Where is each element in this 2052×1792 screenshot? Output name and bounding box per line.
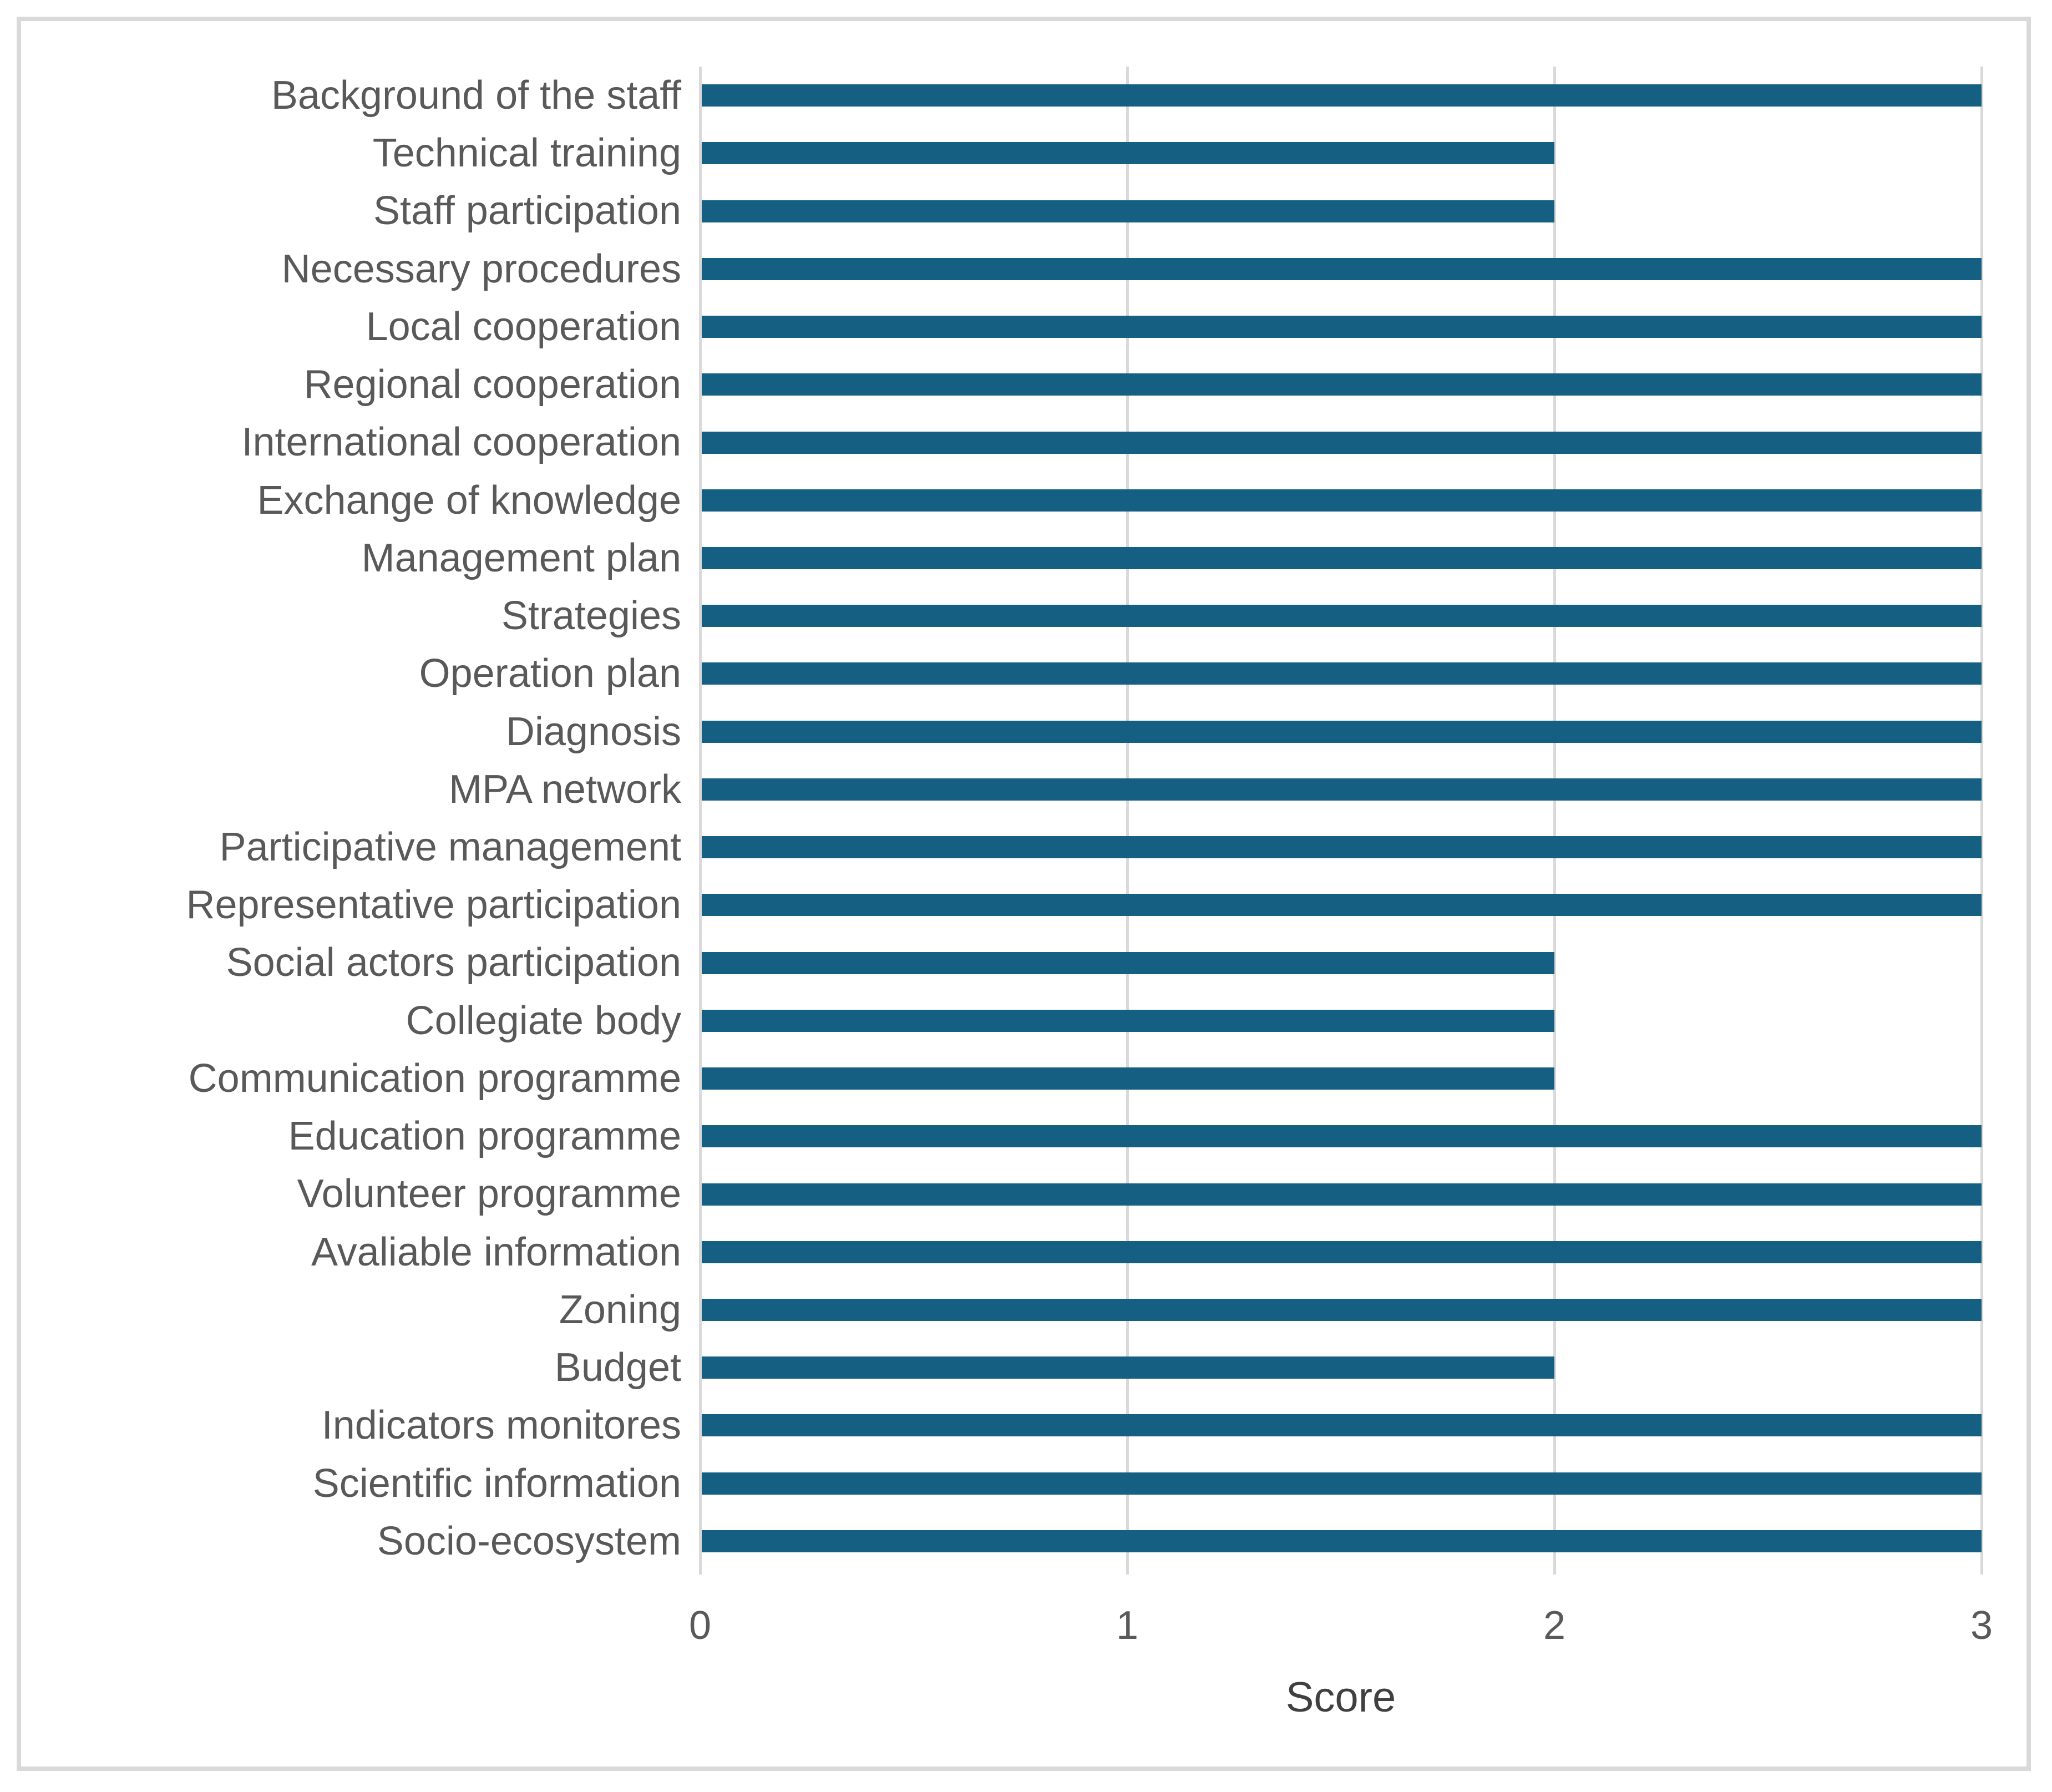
bar-regional-cooperation xyxy=(701,373,1982,396)
category-label: Regional cooperation xyxy=(303,362,681,407)
bar-international-cooperation xyxy=(701,431,1982,454)
category-label: Operation plan xyxy=(419,651,681,696)
bar-operation-plan xyxy=(701,662,1982,685)
bar-mpa-network xyxy=(701,778,1982,801)
category-label: Scientific information xyxy=(312,1461,681,1506)
category-label: International cooperation xyxy=(241,420,681,465)
category-label: Participative management xyxy=(219,825,681,869)
x-tick-label-3: 3 xyxy=(1970,1603,1993,1648)
bar-participative-management xyxy=(701,836,1982,859)
category-label: Representative participation xyxy=(186,883,681,928)
category-label: Volunteer programme xyxy=(297,1172,681,1217)
category-label: Education programme xyxy=(288,1114,681,1159)
category-label: Communication programme xyxy=(188,1056,681,1101)
x-axis-title: Score xyxy=(1285,1674,1396,1721)
category-label: Indicators monitores xyxy=(321,1403,681,1448)
category-label: Exchange of knowledge xyxy=(257,478,681,523)
bar-staff-participation xyxy=(701,200,1554,222)
category-label: Social actors participation xyxy=(226,940,681,985)
x-tick-label-2: 2 xyxy=(1543,1603,1566,1648)
bar-necessary-procedures xyxy=(701,257,1982,280)
bar-avaliable-information xyxy=(701,1241,1982,1263)
category-label: Budget xyxy=(554,1345,681,1390)
category-label: Socio-ecosystem xyxy=(377,1518,681,1563)
x-tick-label-1: 1 xyxy=(1116,1603,1139,1648)
category-label: Strategies xyxy=(501,594,681,639)
category-label: Collegiate body xyxy=(406,998,681,1043)
bar-strategies xyxy=(701,605,1982,627)
x-tick-label-0: 0 xyxy=(688,1603,712,1648)
bar-technical-training xyxy=(701,142,1554,165)
bar-social-actors-participation xyxy=(701,951,1554,974)
category-label: Necessary procedures xyxy=(281,246,681,291)
bar-socio-ecosystem xyxy=(701,1530,1982,1552)
bar-management-plan xyxy=(701,546,1982,569)
bar-zoning xyxy=(701,1298,1982,1321)
bar-diagnosis xyxy=(701,720,1982,743)
bar-representative-participation xyxy=(701,894,1982,917)
y-axis-line xyxy=(698,67,702,1575)
bar-budget xyxy=(701,1356,1554,1379)
gridline-x-2 xyxy=(1553,67,1556,1575)
bar-scientific-information xyxy=(701,1472,1982,1495)
bar-background-of-the-staff xyxy=(701,84,1982,107)
bar-indicators-monitores xyxy=(701,1414,1982,1437)
bar-collegiate-body xyxy=(701,1009,1554,1032)
category-label: Staff participation xyxy=(373,189,681,234)
bar-local-cooperation xyxy=(701,316,1982,338)
category-label: Local cooperation xyxy=(366,304,681,349)
category-label: Management plan xyxy=(361,535,681,580)
bar-exchange-of-knowledge xyxy=(701,489,1982,512)
category-label: Zoning xyxy=(559,1287,681,1332)
category-label: Avaliable information xyxy=(311,1229,681,1274)
gridline-x-1 xyxy=(1126,67,1129,1575)
category-label: Diagnosis xyxy=(505,709,681,754)
bar-volunteer-programme xyxy=(701,1183,1982,1206)
category-label: Background of the staff xyxy=(271,73,681,118)
category-label: Technical training xyxy=(372,131,681,176)
gridline-x-3 xyxy=(1980,67,1983,1575)
bar-communication-programme xyxy=(701,1067,1554,1090)
bar-education-programme xyxy=(701,1125,1982,1148)
chart-border-frame: Background of the staff Technical trainin… xyxy=(17,17,2031,1771)
category-label: MPA network xyxy=(449,767,681,812)
